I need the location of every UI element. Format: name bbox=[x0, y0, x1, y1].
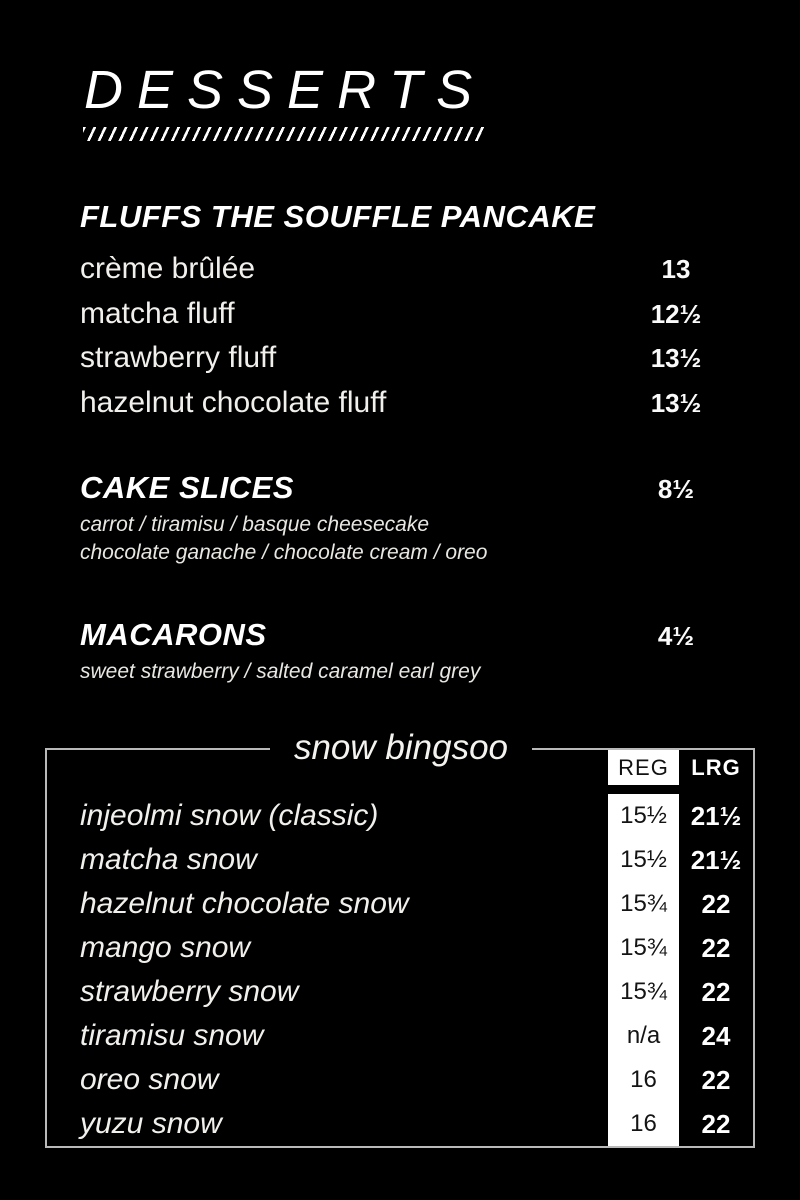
menu-item-row: hazelnut chocolate fluff 13½ bbox=[0, 381, 800, 426]
bingsoo-lrg-price: 22 bbox=[679, 926, 753, 970]
macarons-heading: MACARONS bbox=[80, 617, 267, 652]
bingsoo-lrg-price: 21½ bbox=[679, 838, 753, 882]
bingsoo-lrg-price: 22 bbox=[679, 1058, 753, 1102]
item-name: matcha fluff bbox=[80, 296, 235, 330]
bingsoo-reg-price: 15¾ bbox=[608, 882, 679, 926]
bingsoo-item-name: matcha snow bbox=[80, 843, 257, 876]
description-line: carrot / tiramisu / basque cheesecake bbox=[80, 513, 430, 536]
fluffs-heading: FLUFFS THE SOUFFLE PANCAKE bbox=[80, 199, 596, 234]
fluffs-item-list: crème brûlée 13 matcha fluff 12½ strawbe… bbox=[0, 247, 800, 425]
dessert-menu-page: DESSERTS FLUFFS THE SOUFFLE PANCAKE crèm… bbox=[0, 60, 800, 1200]
page-title: DESSERTS bbox=[84, 60, 487, 120]
bingsoo-reg-price: 16 bbox=[608, 1102, 679, 1146]
bingsoo-lrg-price: 21½ bbox=[679, 794, 753, 838]
cake-slices-description: carrot / tiramisu / basque cheesecake ch… bbox=[0, 511, 800, 567]
bingsoo-reg-price: 15½ bbox=[608, 838, 679, 882]
bingsoo-reg-price: n/a bbox=[608, 1014, 679, 1058]
menu-item-row: crème brûlée 13 bbox=[0, 247, 800, 292]
menu-item-row: matcha fluff 12½ bbox=[0, 292, 800, 337]
description-line: chocolate ganache / chocolate cream / or… bbox=[80, 541, 488, 564]
bingsoo-lrg-price: 22 bbox=[679, 970, 753, 1014]
cake-slices-heading: CAKE SLICES bbox=[80, 470, 294, 505]
item-name: strawberry fluff bbox=[80, 341, 277, 374]
bingsoo-lrg-price: 22 bbox=[679, 882, 753, 926]
bingsoo-item-name: yuzu snow bbox=[80, 1107, 222, 1140]
bingsoo-item-name: strawberry snow bbox=[80, 975, 299, 1008]
item-price: 12½ bbox=[650, 298, 702, 329]
title-underline-hatch bbox=[83, 127, 485, 141]
item-price: 13 bbox=[661, 254, 691, 284]
bingsoo-lrg-price: 24 bbox=[679, 1014, 753, 1058]
bingsoo-lrg-price: 22 bbox=[679, 1102, 753, 1146]
bingsoo-table: REG LRG injeolmi snow (classic) 15½ 21½ … bbox=[47, 750, 753, 1146]
section-cake-slices: CAKE SLICES 8½ carrot / tiramisu / basqu… bbox=[0, 470, 800, 567]
bingsoo-reg-price: 16 bbox=[608, 1058, 679, 1102]
column-header-lrg: LRG bbox=[679, 750, 753, 785]
item-name: hazelnut chocolate fluff bbox=[80, 385, 387, 419]
item-price: 13½ bbox=[650, 343, 702, 373]
bingsoo-item-name: tiramisu snow bbox=[80, 1019, 264, 1052]
bingsoo-item-name: hazelnut chocolate snow bbox=[80, 887, 409, 920]
section-price: 4½ bbox=[657, 621, 695, 651]
section-macarons: MACARONS 4½ sweet strawberry / salted ca… bbox=[0, 617, 800, 686]
bingsoo-title: snow bingsoo bbox=[270, 724, 532, 772]
bingsoo-item-name: oreo snow bbox=[80, 1063, 219, 1096]
column-header-reg: REG bbox=[608, 750, 679, 785]
bingsoo-reg-price: 15¾ bbox=[608, 926, 679, 970]
bingsoo-item-name: mango snow bbox=[80, 931, 251, 964]
menu-item-row: strawberry fluff 13½ bbox=[0, 336, 800, 381]
bingsoo-reg-price: 15½ bbox=[608, 794, 679, 838]
bingsoo-reg-price: 15¾ bbox=[608, 970, 679, 1014]
section-fluffs: FLUFFS THE SOUFFLE PANCAKE crème brûlée … bbox=[0, 199, 800, 425]
section-price: 8½ bbox=[657, 474, 695, 504]
item-name: crème brûlée bbox=[80, 252, 256, 285]
bingsoo-panel: snow bingsoo REG LRG injeolmi snow (clas… bbox=[45, 724, 755, 1148]
bingsoo-item-name: injeolmi snow (classic) bbox=[80, 799, 379, 832]
macarons-description: sweet strawberry / salted caramel earl g… bbox=[80, 660, 481, 683]
item-price: 13½ bbox=[650, 387, 702, 418]
